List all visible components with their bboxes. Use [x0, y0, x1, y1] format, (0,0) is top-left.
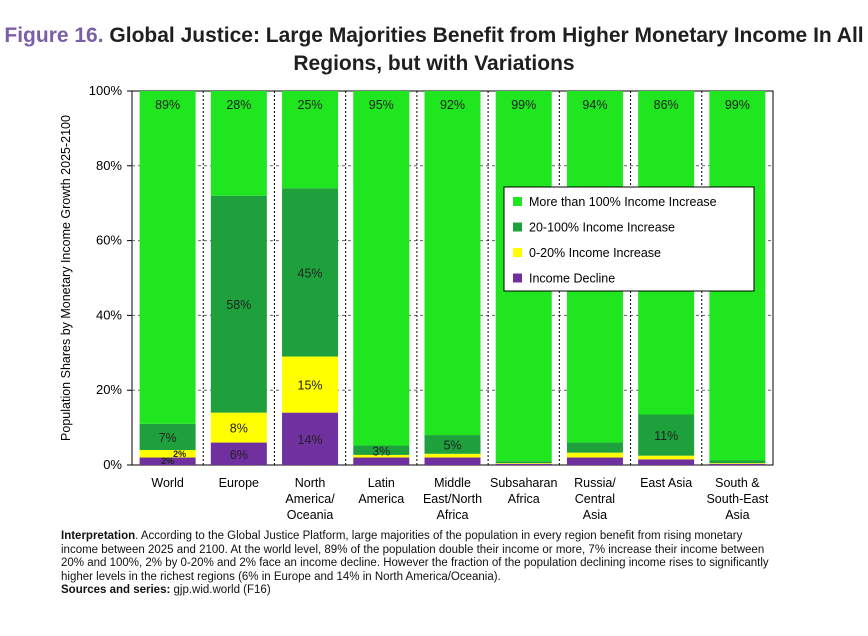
bar-segment: [424, 91, 481, 436]
data-label: 58%: [226, 298, 251, 312]
data-label: 11%: [654, 429, 678, 443]
data-label: 3%: [372, 445, 390, 459]
data-label: 45%: [298, 266, 323, 280]
data-label: 2%: [173, 449, 186, 459]
data-label: 14%: [298, 433, 323, 447]
legend-swatch: [513, 248, 522, 257]
title-line-2: Regions, but with Variations: [293, 52, 575, 75]
bar-segment: [424, 435, 481, 454]
bar-segment: [566, 452, 623, 458]
bar-segment: [210, 412, 267, 443]
x-category-label: Europe: [219, 476, 259, 490]
legend-swatch: [513, 197, 522, 206]
bar-segment: [638, 459, 695, 465]
bar-segment: [282, 412, 339, 465]
bar-segment: [139, 457, 196, 465]
data-label: 6%: [230, 448, 248, 462]
bar-segment: [210, 91, 267, 196]
bar-segment: [282, 356, 339, 413]
bar-segment: [139, 423, 196, 451]
bar-segment: [709, 463, 766, 465]
bar-segment: [495, 463, 552, 465]
interpretation-note: Interpretation. According to the Global …: [61, 530, 781, 598]
y-tick-label: 80%: [96, 158, 122, 173]
data-label: 89%: [155, 98, 180, 112]
x-category-label: Africa: [437, 508, 469, 522]
x-category-label: South &: [715, 476, 760, 490]
legend-swatch: [513, 222, 522, 232]
bar-segment: [495, 463, 552, 464]
bar-segment: [424, 457, 481, 465]
data-label: 94%: [582, 98, 607, 112]
x-category-label: South-East: [706, 492, 768, 506]
data-label: 99%: [511, 98, 536, 112]
bar-segment: [353, 445, 410, 455]
x-category-label: East/North: [423, 492, 482, 506]
data-label: 5%: [443, 438, 461, 452]
bar-segment: [638, 414, 695, 456]
data-label: 99%: [725, 98, 750, 112]
x-category-label: Middle: [434, 476, 471, 490]
interpretation-text: . According to the Global Justice Platfo…: [61, 530, 769, 583]
bar-segment: [139, 450, 196, 458]
x-category-label: Latin: [368, 476, 395, 490]
sources-text: gjp.wid.world (F16): [170, 584, 271, 597]
x-category-label: America/: [285, 492, 335, 506]
legend-entry: Income Decline: [529, 272, 615, 286]
data-label: 25%: [298, 98, 323, 112]
sources-label: Sources and series:: [61, 584, 171, 597]
x-category-label: America: [358, 492, 404, 506]
bar-segment: [282, 91, 339, 189]
legend-box: [503, 186, 755, 292]
bar-segment: [566, 457, 623, 465]
x-category-label: North: [295, 476, 326, 490]
bar-segment: [709, 460, 766, 464]
legend-swatch: [513, 273, 522, 283]
figure-label: Figure 16.: [4, 24, 104, 47]
stacked-bar-chart: 0% 20% 40% 60% 80% 100% Population Shares by M…: [59, 83, 774, 522]
x-category-label: Central: [575, 492, 615, 506]
data-label: 2%: [161, 456, 174, 466]
data-label: 8%: [230, 422, 248, 436]
x-category-label: Russia/: [574, 476, 616, 490]
bar-segment: [709, 463, 766, 464]
bar-segment: [139, 91, 196, 424]
x-category-label: East Asia: [640, 476, 692, 490]
y-tick-label: 40%: [96, 307, 122, 322]
bar-segment: [353, 454, 410, 458]
data-label: 15%: [298, 379, 323, 393]
bar-segment: [495, 461, 552, 464]
legend-entry: 0-20% Income Increase: [529, 246, 661, 260]
legend-entry: More than 100% Income Increase: [529, 195, 717, 209]
y-axis-title: Population Shares by Monetary Income Gro…: [59, 115, 73, 441]
x-category-label: World: [151, 476, 183, 490]
y-tick-label: 0%: [103, 457, 122, 472]
x-category-label: Asia: [583, 508, 607, 522]
interpretation-label: Interpretation: [61, 530, 136, 542]
title-line-1: Global Justice: Large Majorities Benefit…: [109, 24, 864, 47]
data-label: 86%: [654, 98, 679, 112]
bar-segment: [210, 442, 267, 465]
bar-segment: [282, 188, 339, 357]
y-tick-label: 20%: [96, 382, 122, 397]
x-category-label: Africa: [508, 492, 540, 506]
x-category-label: Oceania: [287, 508, 334, 522]
bar-segment: [353, 91, 410, 446]
x-category-label: Asia: [725, 508, 749, 522]
bar-segment: [353, 457, 410, 465]
legend-entry: 20-100% Income Increase: [529, 221, 675, 235]
x-category-label: Subsaharan: [490, 476, 557, 490]
data-label: 95%: [369, 98, 394, 112]
bar-segment: [566, 442, 623, 453]
bar-segment: [638, 455, 695, 460]
data-label: 92%: [440, 98, 465, 112]
data-label: 28%: [226, 98, 251, 112]
bar-segment: [424, 453, 481, 458]
y-tick-label: 60%: [96, 233, 122, 248]
bar-segment: [210, 195, 267, 413]
data-label: 7%: [159, 431, 177, 445]
y-tick-label: 100%: [89, 83, 123, 98]
chart-title: Figure 16. Global Justice: Large Majorit…: [0, 22, 868, 78]
